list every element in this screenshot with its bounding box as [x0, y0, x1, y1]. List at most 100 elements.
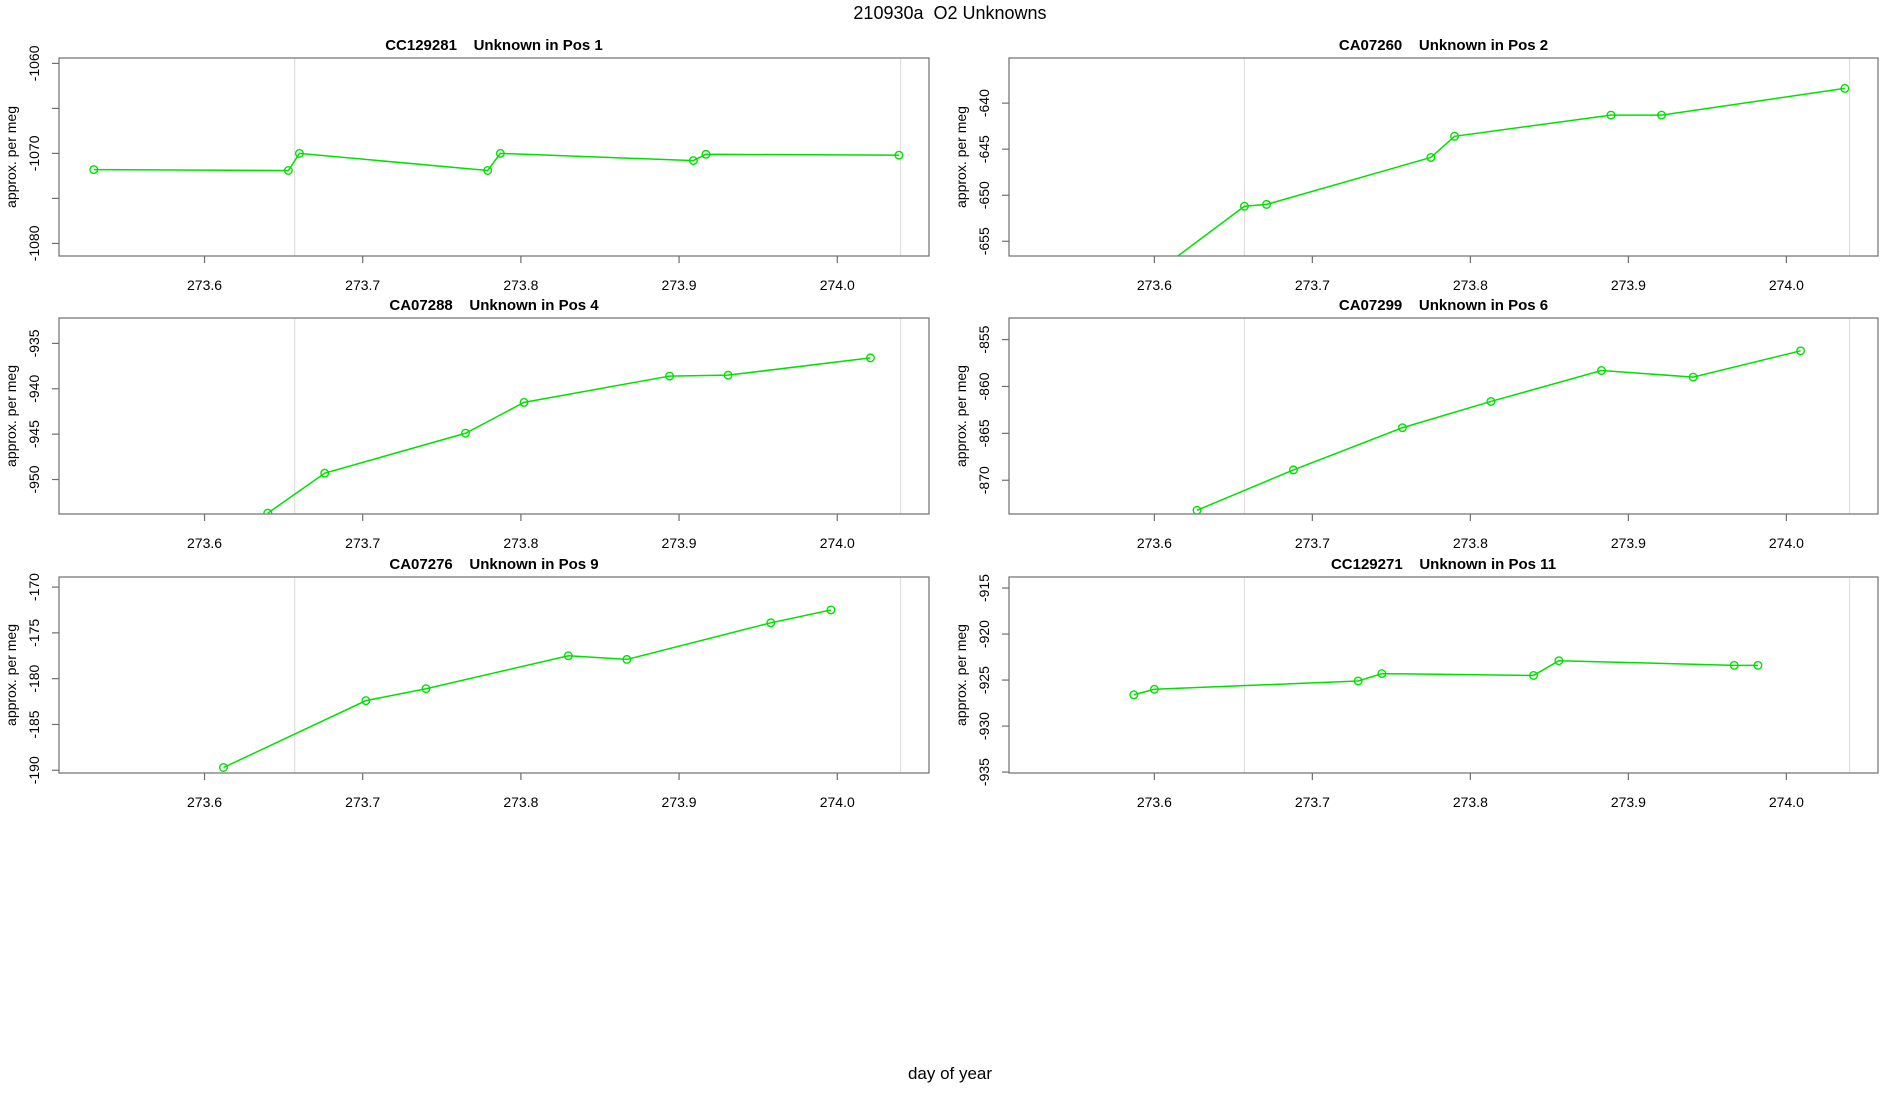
y-axis-tick-label: -930: [976, 712, 992, 740]
data-point-marker: [1657, 110, 1667, 120]
x-axis-tick-label: 273.6: [1137, 535, 1172, 551]
data-point-marker: [1149, 684, 1159, 694]
data-point-marker: [1596, 366, 1606, 376]
subplot-title: CA07276 Unknown in Pos 9: [389, 556, 598, 573]
y-axis-label: approx. per meg: [953, 106, 969, 208]
y-axis-tick-label: -950: [26, 465, 42, 493]
x-axis-tick-label: 273.8: [1453, 277, 1488, 293]
data-point-marker: [320, 468, 330, 478]
data-point-marker: [461, 428, 471, 438]
data-point-marker: [1450, 131, 1460, 141]
y-axis-tick-label: -645: [976, 135, 992, 163]
x-axis-tick-label: 273.6: [187, 794, 222, 810]
x-axis-tick-label: 273.8: [503, 535, 538, 551]
data-point-marker: [1796, 346, 1806, 356]
x-axis-tick-label: 273.7: [345, 794, 380, 810]
subplot-title: CC129271 Unknown in Pos 11: [1331, 556, 1556, 573]
series-line: [267, 357, 871, 514]
data-point-marker: [361, 696, 371, 706]
y-axis-tick-label: -1080: [26, 225, 42, 261]
subplot-title: CA07299 Unknown in Pos 6: [1339, 297, 1548, 314]
data-point-marker: [1129, 690, 1139, 700]
data-point-marker: [1192, 505, 1202, 514]
data-point-marker: [1840, 83, 1850, 93]
subplot-CA07288: 273.6 273.7 273.8 273.9 274.0 -950 -945 -940 -93…: [3, 297, 930, 551]
series-line: [93, 152, 899, 172]
plot-box: [58, 57, 930, 257]
series-CA07260: [1176, 83, 1850, 256]
x-axis-tick-label: 273.9: [662, 535, 697, 551]
series-CA07276: [219, 605, 836, 773]
y-axis-tick-label: -940: [26, 375, 42, 403]
x-axis-tick-label: 274.0: [1769, 277, 1804, 293]
series-line: [1133, 659, 1758, 696]
x-axis-tick-label: 273.9: [1611, 794, 1646, 810]
x-axis-tick-label: 273.9: [1611, 535, 1646, 551]
y-axis-tick-label: -1070: [26, 135, 42, 171]
data-point-marker: [283, 165, 293, 175]
x-axis-tick-label: 274.0: [820, 277, 855, 293]
data-point-marker: [701, 149, 711, 159]
y-axis-tick-label: -870: [976, 466, 992, 494]
data-point-marker: [1397, 423, 1407, 433]
x-axis-tick-label: 273.7: [1295, 794, 1330, 810]
series-line: [223, 609, 832, 769]
y-axis-tick-label: -185: [26, 710, 42, 738]
x-axis-tick-label: 273.6: [1137, 794, 1172, 810]
plot-box: [1008, 317, 1879, 515]
data-point-marker: [1486, 396, 1496, 406]
plot-box: [1008, 57, 1879, 257]
y-axis-tick-label: -915: [976, 574, 992, 602]
data-point-marker: [1288, 465, 1298, 475]
data-point-marker: [1353, 676, 1363, 686]
y-axis-tick-label: -640: [976, 89, 992, 117]
data-point-marker: [1426, 152, 1436, 162]
subplot-CA07260: 273.6 273.7 273.8 273.9 274.0 -655 -650 -645 -64…: [953, 37, 1879, 293]
y-axis-tick-label: -175: [26, 619, 42, 647]
series-line: [1176, 87, 1845, 256]
data-point-marker: [263, 508, 273, 514]
x-axis-tick-label: 274.0: [1769, 535, 1804, 551]
x-axis-tick-label: 273.8: [503, 277, 538, 293]
plot-box: [58, 576, 930, 774]
x-axis-tick-label: 274.0: [820, 535, 855, 551]
x-axis-tick-label: 273.7: [1295, 535, 1330, 551]
y-axis-tick-label: -190: [26, 756, 42, 784]
data-point-marker: [1529, 670, 1539, 680]
subplot-CA07299: 273.6 273.7 273.8 273.9 274.0 -870 -865 -860 -85…: [953, 297, 1879, 551]
y-axis-tick-label: -935: [976, 758, 992, 786]
y-axis-tick-label: -170: [26, 573, 42, 601]
y-axis-label: approx. per meg: [3, 106, 19, 208]
data-point-marker: [894, 150, 904, 160]
y-axis-tick-label: -180: [26, 664, 42, 692]
y-axis-label: approx. per meg: [3, 624, 19, 726]
subplot-title: CA07288 Unknown in Pos 4: [389, 297, 599, 314]
x-axis-tick-label: 273.8: [1453, 535, 1488, 551]
series-CC129281: [89, 148, 904, 175]
y-axis-tick-label: -650: [976, 181, 992, 209]
data-point-marker: [865, 353, 875, 363]
x-axis-tick-label: 273.7: [1295, 277, 1330, 293]
data-point-marker: [1554, 656, 1564, 666]
x-axis-tick-label: 273.9: [662, 794, 697, 810]
x-axis-tick-label: 274.0: [820, 794, 855, 810]
y-axis-tick-label: -925: [976, 666, 992, 694]
series-CA07299: [1192, 346, 1806, 514]
x-axis-tick-label: 273.7: [345, 535, 380, 551]
data-point-marker: [622, 654, 632, 664]
data-point-marker: [89, 165, 99, 175]
data-point-marker: [826, 605, 836, 615]
y-axis-tick-label: -865: [976, 419, 992, 447]
y-axis-tick-label: -935: [26, 329, 42, 357]
data-point-marker: [665, 371, 675, 381]
data-point-marker: [1262, 199, 1272, 209]
y-axis-tick-label: -945: [26, 420, 42, 448]
plot-box: [58, 317, 930, 515]
subplot-title: CC129281 Unknown in Pos 1: [385, 37, 603, 54]
subplot-CC129281: 273.6 273.7 273.8 273.9 274.0 -1080 -1070 -1060…: [3, 37, 930, 293]
x-axis-tick-label: 273.7: [345, 277, 380, 293]
y-axis-tick-label: -655: [976, 227, 992, 255]
data-point-marker: [495, 148, 505, 158]
